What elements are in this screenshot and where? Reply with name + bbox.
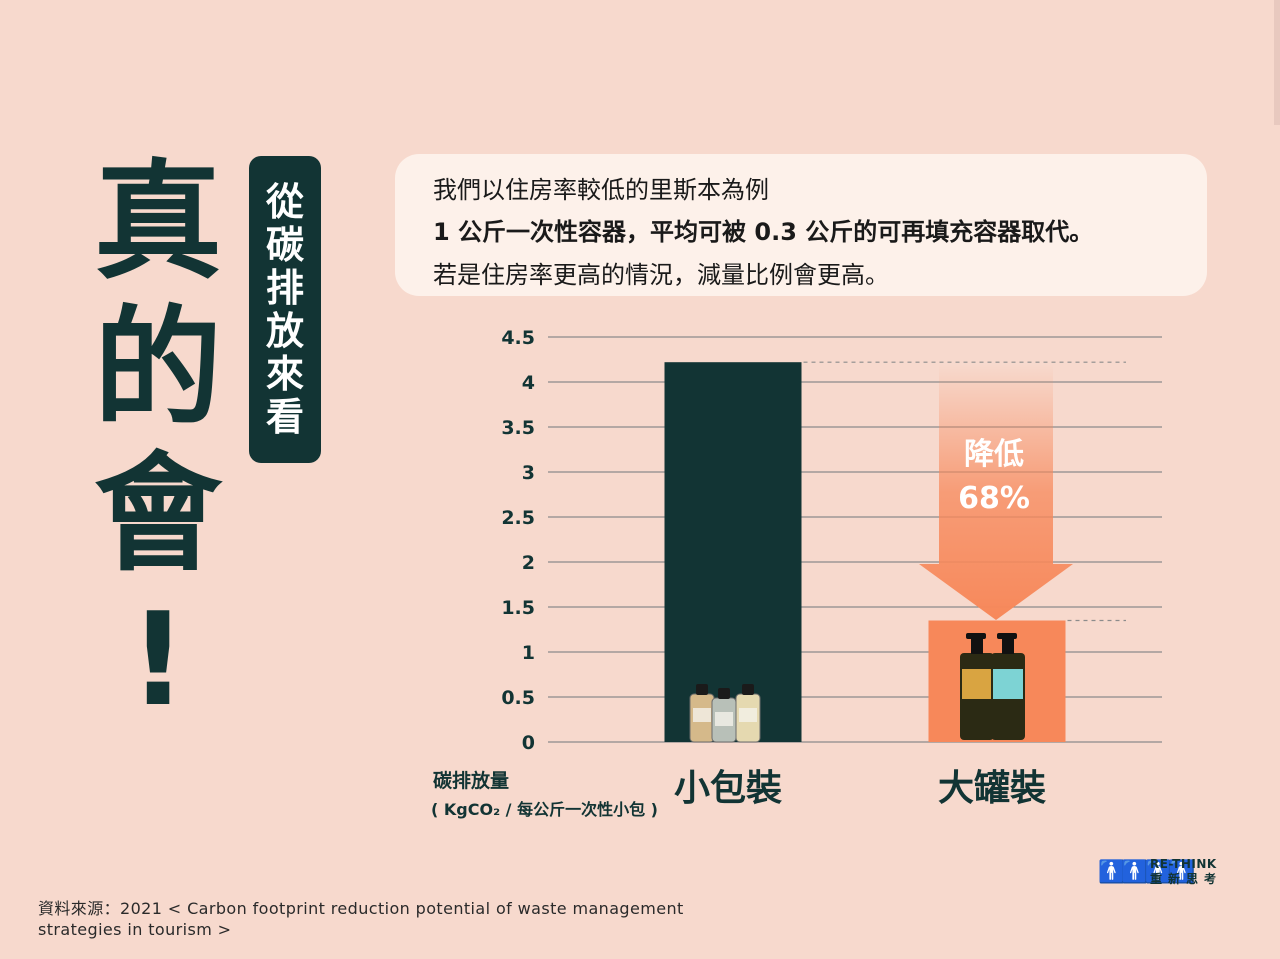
rethink-logo: 🚹🚹🚹🚹 RE-THINK 重新思考 bbox=[1098, 856, 1243, 886]
note-line-1: 我們以住房率較低的里斯本為例 bbox=[433, 176, 769, 204]
logo-zh: 重新思考 bbox=[1150, 872, 1223, 886]
y-tick-label: 4.5 bbox=[501, 327, 535, 349]
mini-bottle-image bbox=[689, 684, 715, 743]
scrollbar-track[interactable] bbox=[1274, 0, 1280, 125]
mini-bottle-image bbox=[735, 684, 761, 743]
y-tick-label: 2 bbox=[522, 552, 535, 574]
subtitle-tag: 從 碳 排 放 來 看 bbox=[249, 156, 321, 463]
y-tick-label: 4 bbox=[522, 372, 535, 394]
y-axis-label: 碳排放量 bbox=[433, 770, 510, 792]
arrow-percent: 68% bbox=[958, 481, 1030, 516]
x-tick-label: 大罐裝 bbox=[938, 768, 1046, 809]
bar-chart: 0 0.5 1 1.5 2 2.5 3 3.5 4 4.5 小包裝 大罐裝 降低 68% bbox=[501, 327, 1162, 809]
source-line: 資料來源：2021 < Carbon footprint reduction p… bbox=[38, 899, 684, 918]
headline: 真 的 會 ! bbox=[88, 150, 228, 734]
note-line-2: 1 公斤一次性容器，平均可被 0.3 公斤的可再填充容器取代。 bbox=[433, 218, 1094, 246]
tag-char: 排 bbox=[265, 265, 304, 310]
tag-char: 碳 bbox=[265, 222, 304, 267]
logo-en: RE-THINK bbox=[1150, 857, 1217, 871]
pump-bottle-image bbox=[960, 633, 994, 740]
tag-char: 從 bbox=[265, 179, 304, 224]
x-tick-label: 小包裝 bbox=[674, 768, 782, 809]
arrow-label: 降低 bbox=[964, 437, 1024, 472]
pump-bottle-image bbox=[991, 633, 1025, 740]
source-citation: 資料來源：2021 < Carbon footprint reduction p… bbox=[38, 898, 684, 940]
note-box: 我們以住房率較低的里斯本為例 1 公斤一次性容器，平均可被 0.3 公斤的可再填… bbox=[395, 154, 1207, 296]
y-tick-label: 2.5 bbox=[501, 507, 535, 529]
tag-char: 看 bbox=[265, 394, 304, 439]
source-line: strategies in tourism > bbox=[38, 920, 232, 939]
y-tick-label: 0 bbox=[522, 732, 535, 754]
headline-char: 真 bbox=[93, 148, 222, 297]
people-icon: 🚹🚹🚹🚹 bbox=[1098, 860, 1196, 885]
tag-char: 來 bbox=[265, 351, 304, 396]
note-line-3: 若是住房率更高的情況，減量比例會更高。 bbox=[433, 261, 889, 289]
y-tick-label: 1.5 bbox=[501, 597, 535, 619]
y-axis-unit: ( KgCO₂ / 每公斤一次性小包 ) bbox=[431, 800, 658, 819]
y-tick-label: 0.5 bbox=[501, 687, 535, 709]
reduction-arrow: 降低 68% bbox=[919, 364, 1073, 620]
headline-char: 的 bbox=[93, 294, 222, 443]
y-tick-label: 1 bbox=[522, 642, 535, 664]
bar bbox=[664, 362, 802, 742]
y-tick-label: 3.5 bbox=[501, 417, 535, 439]
y-tick-label: 3 bbox=[522, 462, 535, 484]
headline-char: 會 bbox=[93, 440, 222, 589]
mini-bottle-image bbox=[711, 688, 737, 743]
tag-char: 放 bbox=[265, 308, 304, 353]
headline-char: ! bbox=[128, 586, 188, 735]
